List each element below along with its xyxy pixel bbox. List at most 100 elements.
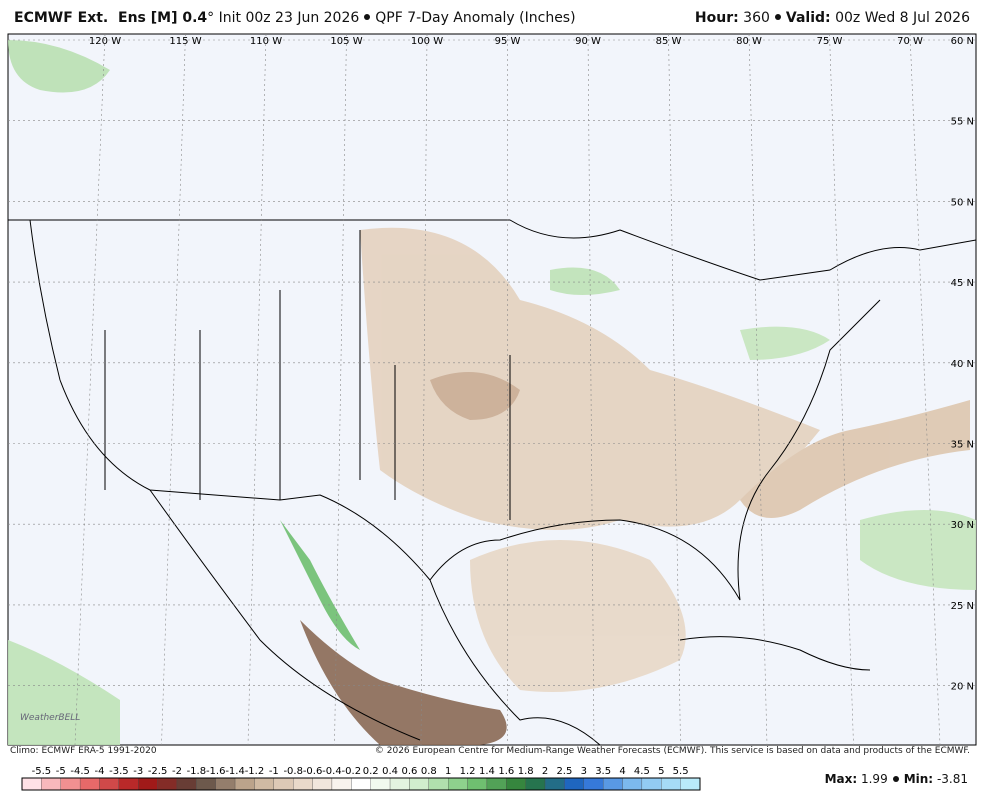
colorbar-label: -5.5 xyxy=(32,766,52,777)
colorbar-swatch xyxy=(312,777,333,791)
max-min: Max: 1.99 Min: -3.81 xyxy=(825,772,968,786)
wet-area xyxy=(860,510,976,590)
colorbar-swatch xyxy=(544,777,565,791)
colorbar-label: -1.4 xyxy=(225,766,245,777)
map-frame xyxy=(7,33,977,746)
colorbar-label: -2 xyxy=(172,766,182,777)
meridian xyxy=(161,33,186,746)
colorbar-swatch xyxy=(254,777,274,791)
colorbar-swatch xyxy=(331,777,352,791)
lon-label: 85 W xyxy=(656,36,682,47)
colorbar-label: 1.2 xyxy=(460,766,476,777)
colorbar: -5.5 -5 -4.5 -4 -3.5 -3 -2.5 -2 -1.8 -1.6 -1.4 -1.2… xyxy=(21,766,701,791)
colorbar-swatch xyxy=(622,777,643,791)
colorbar-swatch xyxy=(506,777,526,791)
lat-label: 45 N xyxy=(951,278,974,289)
dry-strong xyxy=(300,620,507,745)
colorbar-swatch xyxy=(99,777,120,791)
lat-label: 50 N xyxy=(951,197,974,208)
lat-label: 35 N xyxy=(951,440,974,451)
valid-label: Valid: xyxy=(785,10,831,26)
colorbar-swatch xyxy=(448,777,468,791)
lon-label: 70 W xyxy=(897,36,923,47)
lat-label: 40 N xyxy=(951,359,974,370)
state-lines xyxy=(104,230,511,520)
meridian xyxy=(420,33,428,746)
dry-core xyxy=(430,372,520,420)
max: 1.99 xyxy=(860,772,888,786)
colorbar-swatch xyxy=(234,777,255,791)
coastline xyxy=(29,219,881,601)
colorbar-swatch xyxy=(583,777,604,791)
header-left: ECMWF Ext. Ens [M] 0.4° Init 00z 23 Jun … xyxy=(14,10,576,26)
meridian xyxy=(247,33,267,746)
lon-label: 105 W xyxy=(330,36,362,47)
borders xyxy=(8,219,977,746)
lon-label: 80 W xyxy=(736,36,762,47)
colorbar-label: 1 xyxy=(445,766,451,777)
colorbar-label: 3.5 xyxy=(595,766,611,777)
colorbar-label: 1.4 xyxy=(479,766,495,777)
dry-area xyxy=(740,400,970,518)
colorbar-swatch xyxy=(661,777,681,791)
meridian xyxy=(587,33,595,746)
dry-area xyxy=(470,540,686,692)
graticule xyxy=(8,33,976,746)
meridian xyxy=(909,33,941,746)
colorbar-swatch xyxy=(428,777,449,791)
colorbar-label: 2 xyxy=(542,766,548,777)
colorbar-swatch xyxy=(138,777,158,791)
lon-label: 120 W xyxy=(89,36,121,47)
degree: ° xyxy=(207,10,215,26)
colorbar-label: -5 xyxy=(56,766,66,777)
colorbar-label: 0.4 xyxy=(382,766,398,777)
colorbar-label: 0.8 xyxy=(421,766,437,777)
colorbar-label: -1 xyxy=(269,766,279,777)
bullet xyxy=(892,775,899,782)
colorbar-label: -1.6 xyxy=(206,766,226,777)
colorbar-label: 1.6 xyxy=(498,766,514,777)
colorbar-swatch xyxy=(370,777,391,791)
colorbar-swatch xyxy=(389,777,410,791)
hour: 360 xyxy=(743,10,770,26)
climo: Climo: ECMWF ERA-5 1991-2020 xyxy=(10,746,157,756)
colorbar-swatch xyxy=(409,777,429,791)
colorbar-label: 5 xyxy=(658,766,664,777)
colorbar-swatch xyxy=(273,777,294,791)
header-right: Hour: 360 Valid: 00z Wed 8 Jul 2026 xyxy=(695,10,970,26)
wet-area xyxy=(8,640,120,745)
colorbar-swatch xyxy=(293,777,313,791)
colorbar-swatch xyxy=(351,777,371,791)
meridian xyxy=(74,33,106,746)
colorbar-swatch xyxy=(525,777,546,791)
lon-label: 95 W xyxy=(495,36,521,47)
colorbar-swatch xyxy=(79,777,100,791)
lat-label: 20 N xyxy=(951,682,974,693)
colorbar-label: -0.4 xyxy=(322,766,342,777)
colorbar-swatch xyxy=(486,777,507,791)
colorbar-label: -4 xyxy=(94,766,104,777)
border-canada xyxy=(8,219,977,281)
wet-area xyxy=(740,326,830,360)
colorbar-label: 0.2 xyxy=(363,766,379,777)
logo: WeatherBELL xyxy=(20,713,80,723)
colorbar-frame xyxy=(21,777,701,791)
colorbar-swatch xyxy=(60,777,81,791)
colorbar-swatch xyxy=(118,777,139,791)
colorbar-swatch xyxy=(21,777,42,791)
lat-label: 55 N xyxy=(951,117,974,128)
colorbar-label: -3.5 xyxy=(109,766,129,777)
graticule-labels: 120 W 115 W 110 W 105 W 100 W 95 W 90 W 85 W 80 … xyxy=(89,36,974,693)
colorbar-swatch xyxy=(176,777,197,791)
hour-label: Hour: xyxy=(694,10,739,26)
colorbar-label: -3 xyxy=(133,766,143,777)
colorbar-label: 3 xyxy=(581,766,587,777)
colorbar-swatch xyxy=(641,777,662,791)
colorbar-swatch xyxy=(467,777,488,791)
colorbar-label: -1.2 xyxy=(245,766,265,777)
product: QPF 7-Day Anomaly (Inches) xyxy=(375,10,576,26)
valid: 00z Wed 8 Jul 2026 xyxy=(835,10,970,26)
meridian xyxy=(829,33,854,746)
lat-label: 25 N xyxy=(951,601,974,612)
